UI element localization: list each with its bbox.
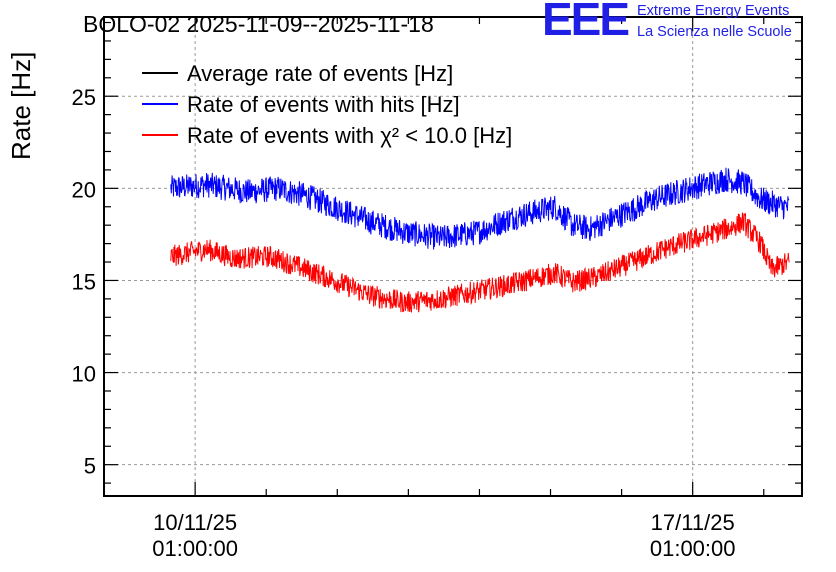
x-tick-label-date: 10/11/25: [153, 510, 237, 535]
series-layer: [170, 167, 790, 313]
legend-label: Rate of events with χ² < 10.0 [Hz]: [187, 123, 512, 148]
y-tick-label: 15: [72, 269, 96, 294]
chart-title: BOLO-02 2025-11-09--2025-11-18: [83, 11, 434, 37]
axis-ticks: 51015202510/11/2501:00:0017/11/2501:00:0…: [72, 17, 802, 561]
eee-logo: EEE: [542, 0, 630, 45]
x-tick-label-time: 01:00:00: [650, 536, 736, 561]
y-tick-label: 5: [84, 454, 96, 479]
grid-lines: [104, 17, 802, 496]
x-tick-label-time: 01:00:00: [152, 536, 238, 561]
plot-frame: [103, 16, 803, 497]
series-line-chi2: [170, 212, 790, 313]
logo-line-1: Extreme Energy Events: [637, 3, 790, 19]
y-tick-label: 20: [72, 177, 96, 202]
logo-line-2: La Scienza nelle Scuole: [637, 24, 792, 40]
series-line-hits: [170, 167, 790, 250]
y-tick-label: 10: [72, 362, 96, 387]
y-axis-label: Rate [Hz]: [6, 52, 36, 160]
legend-label: Rate of events with hits [Hz]: [187, 92, 460, 117]
y-tick-label: 25: [72, 85, 96, 110]
legend-label: Average rate of events [Hz]: [187, 61, 453, 86]
legend: Average rate of events [Hz] Rate of event…: [142, 61, 512, 148]
x-tick-label-date: 17/11/25: [651, 510, 735, 535]
